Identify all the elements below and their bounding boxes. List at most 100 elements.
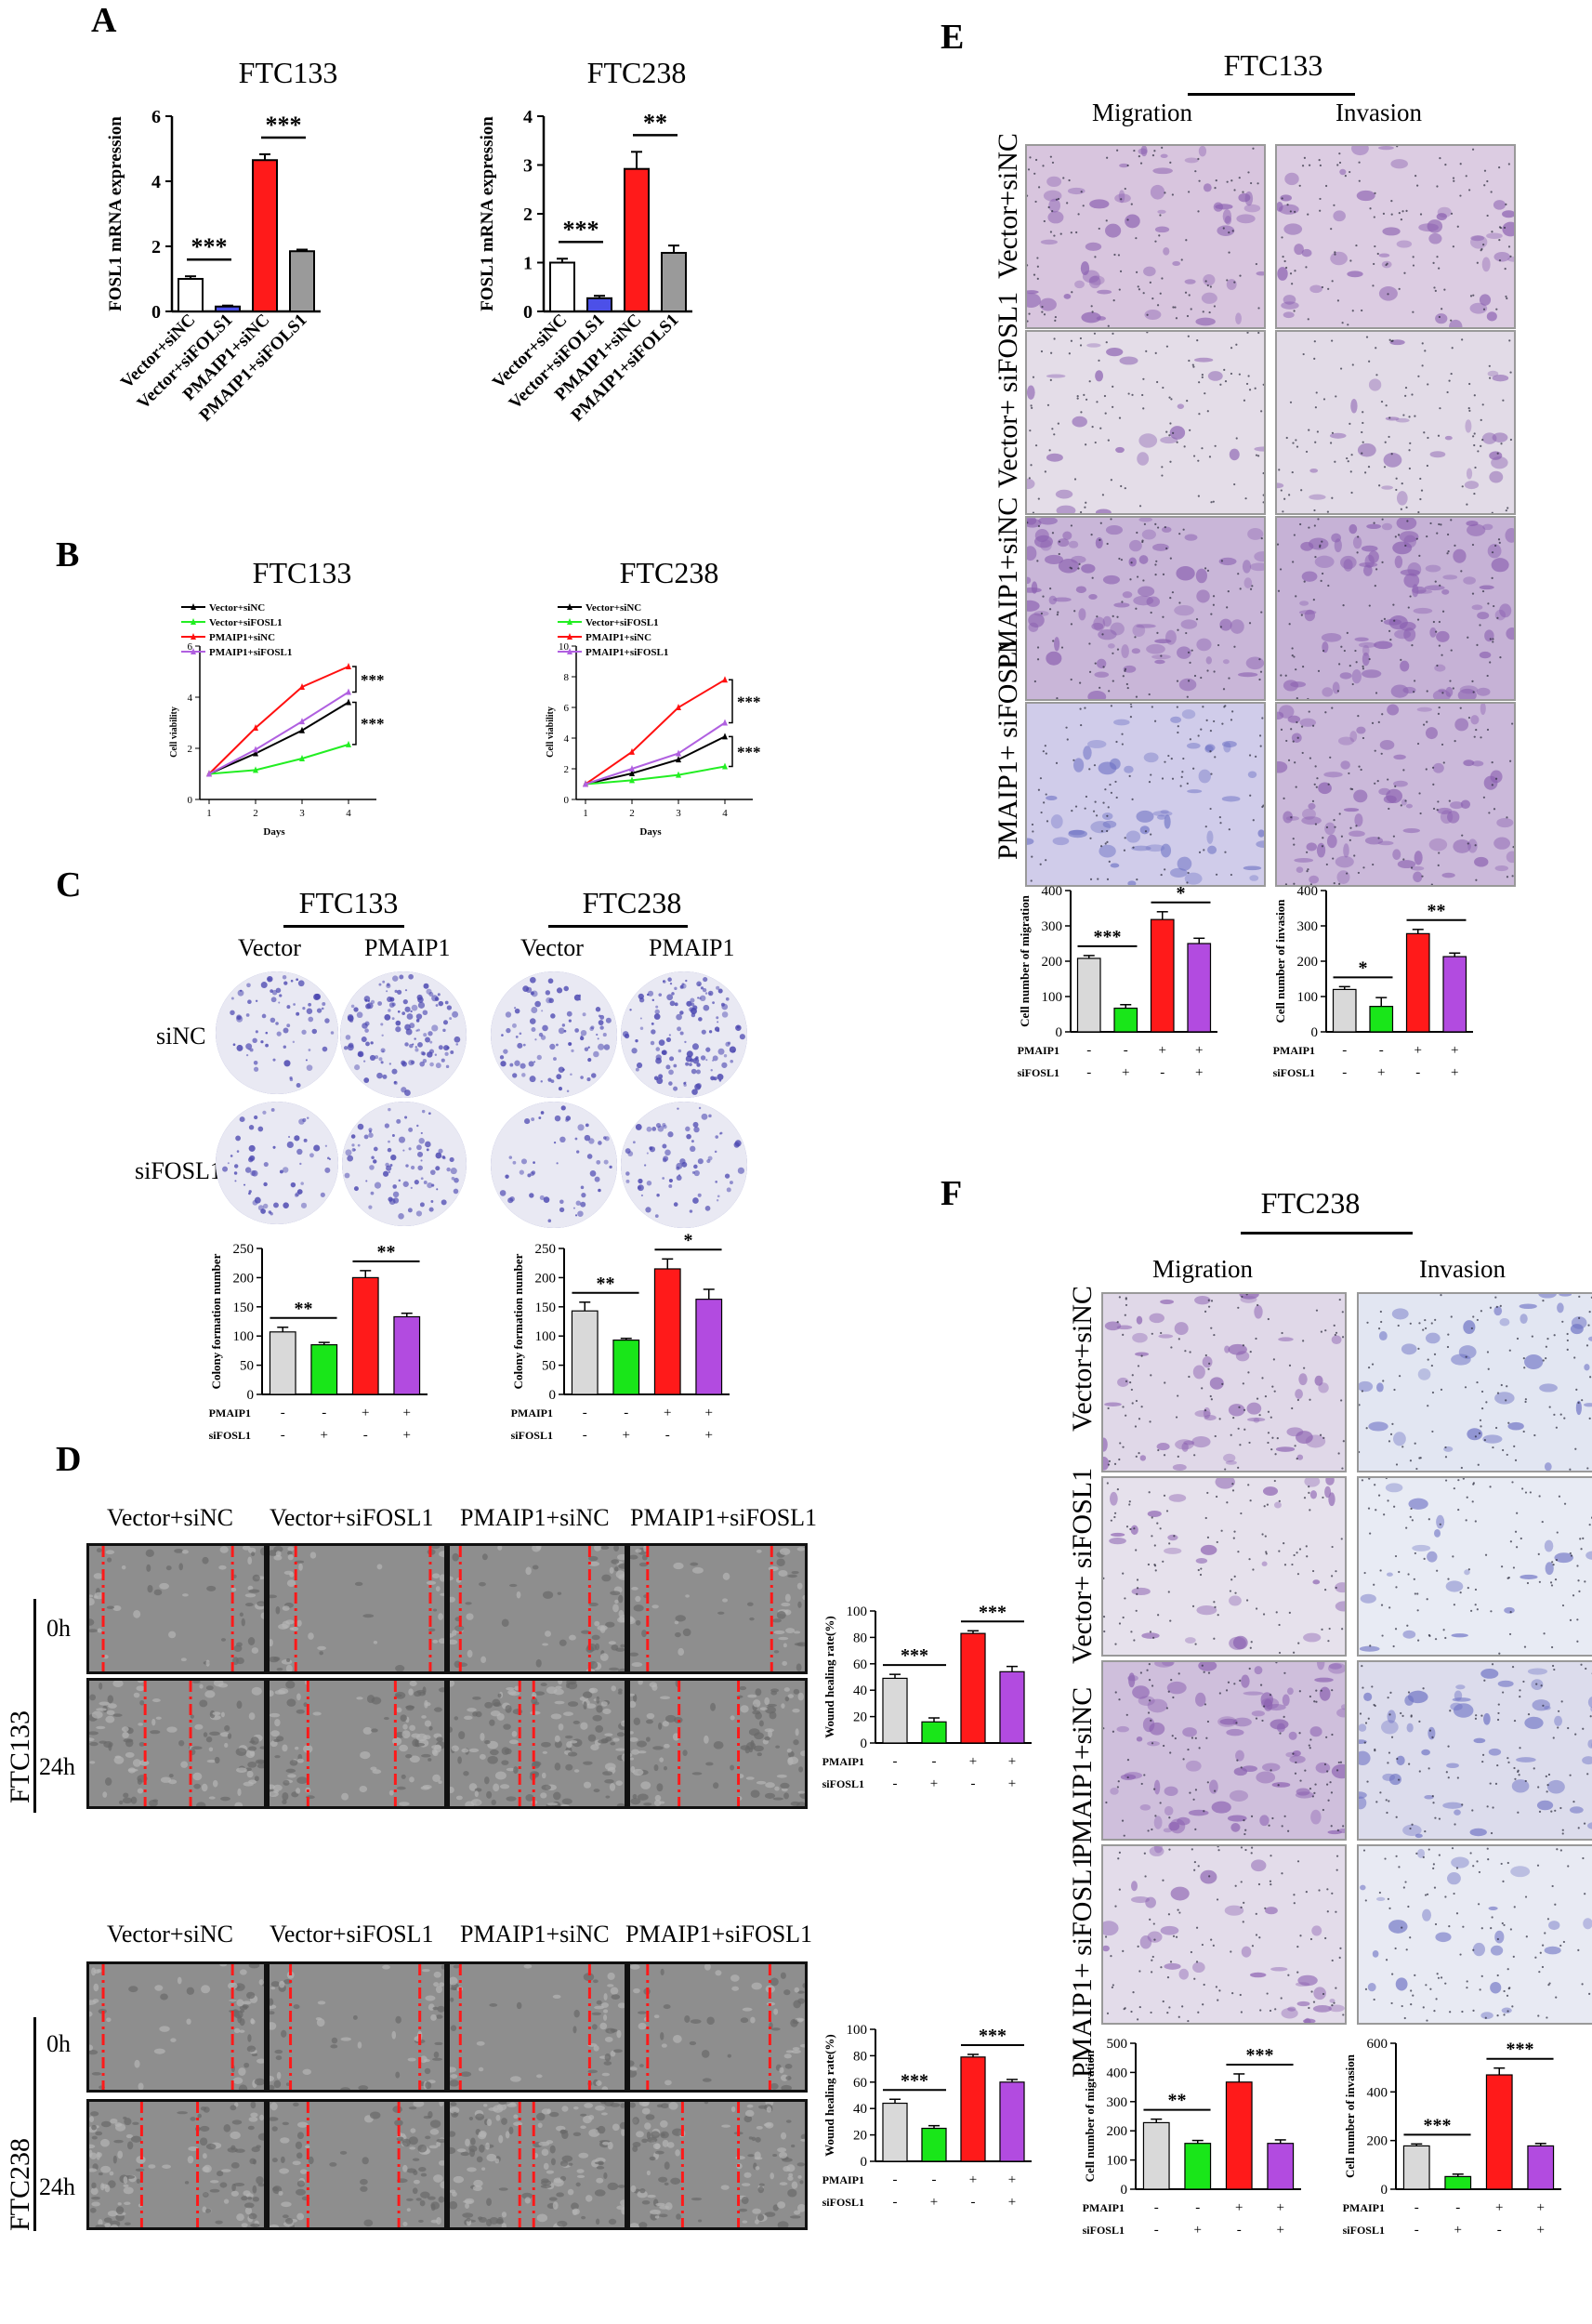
- cell: [787, 1756, 799, 1764]
- cell: [450, 1633, 454, 1638]
- cell: [777, 2221, 789, 2227]
- pore: [1374, 749, 1376, 752]
- cell: [702, 2078, 712, 2082]
- cell: [632, 2117, 639, 2125]
- colony: [369, 1054, 376, 1062]
- cell: [501, 1618, 509, 1628]
- pore: [1169, 557, 1172, 560]
- pore: [1192, 455, 1196, 457]
- cell: [89, 1594, 94, 1598]
- pore: [1070, 524, 1072, 527]
- pore: [1186, 314, 1190, 318]
- cell: [259, 1746, 264, 1750]
- cell: [1211, 1801, 1231, 1814]
- bar: [624, 167, 650, 312]
- pore: [1148, 1663, 1151, 1666]
- pore: [1285, 739, 1288, 743]
- series-point: [629, 747, 635, 755]
- cell: [339, 2150, 348, 2155]
- pore: [1330, 1825, 1333, 1828]
- cell: [1027, 518, 1037, 525]
- pore: [1135, 695, 1138, 698]
- cell: [1405, 803, 1414, 809]
- colony: [438, 1000, 444, 1007]
- panel-letter-b: B: [56, 535, 80, 574]
- cell: [796, 2162, 805, 2167]
- cell: [756, 1780, 767, 1785]
- significance-label: **: [643, 109, 667, 136]
- colony: [414, 1180, 419, 1185]
- transwell-image: [1101, 1292, 1347, 1472]
- cell: [1247, 528, 1264, 540]
- pore: [1184, 1350, 1187, 1353]
- cell: [146, 1564, 151, 1572]
- cell: [360, 2178, 368, 2185]
- significance-bracket: [352, 701, 357, 746]
- cell: [630, 1753, 633, 1757]
- cell: [357, 2041, 362, 2049]
- cell: [1089, 199, 1110, 209]
- cell: [1169, 1818, 1186, 1834]
- pore: [1105, 219, 1108, 222]
- pore: [1309, 1788, 1312, 1790]
- panel-d-line-ftc238: [33, 2017, 36, 2231]
- pore: [1388, 1440, 1391, 1443]
- colony: [685, 1062, 690, 1066]
- cell: [1109, 758, 1121, 770]
- cell: [1138, 555, 1149, 564]
- cell: [223, 2124, 231, 2133]
- pore: [1204, 392, 1206, 395]
- pore: [1271, 1816, 1274, 1820]
- cell: [717, 1611, 725, 1615]
- colony: [294, 1135, 300, 1142]
- pore: [1543, 1632, 1546, 1635]
- pore: [1416, 618, 1420, 621]
- colony: [441, 1155, 445, 1159]
- cell: [759, 1707, 768, 1711]
- cell: [1106, 347, 1124, 357]
- cell: [572, 1720, 580, 1724]
- colony: [236, 1014, 243, 1021]
- cell: [236, 1999, 244, 2007]
- cell: [257, 2133, 264, 2141]
- cell: [596, 1705, 603, 1713]
- cell: [674, 1631, 681, 1638]
- pore: [1138, 1418, 1141, 1420]
- colony: [700, 1055, 706, 1061]
- cell: [616, 2205, 625, 2211]
- cell: [787, 2188, 797, 2198]
- cell: [105, 1715, 115, 1723]
- transwell-image: [1275, 144, 1516, 329]
- colony: [296, 978, 299, 982]
- colony: [534, 1038, 537, 1041]
- pore: [1157, 1614, 1160, 1617]
- colony: [519, 1169, 524, 1175]
- pore: [1214, 1434, 1217, 1438]
- cell: [312, 1711, 322, 1716]
- colony: [708, 1114, 712, 1118]
- colony: [638, 1185, 641, 1190]
- pore: [1436, 532, 1439, 535]
- pore: [1180, 775, 1183, 778]
- cell: [396, 1786, 406, 1790]
- pore: [1426, 464, 1428, 468]
- cell: [730, 1764, 735, 1771]
- colony: [679, 1031, 684, 1036]
- pore: [1206, 1781, 1209, 1784]
- pore: [1507, 245, 1511, 248]
- pore: [1438, 706, 1441, 709]
- cell: [750, 1789, 760, 1798]
- cell: [610, 1987, 619, 1995]
- pmaip1-row-label: PMAIP1: [1018, 1044, 1059, 1057]
- cell: [1262, 1486, 1279, 1496]
- pore: [1377, 1494, 1381, 1497]
- cell: [793, 1688, 800, 1695]
- pore: [1330, 1791, 1334, 1794]
- pmaip1-sign: +: [705, 1406, 713, 1420]
- pore: [1258, 678, 1261, 681]
- panel-d-cond-7: PMAIP1+siNC: [460, 1921, 610, 1948]
- pore: [1333, 204, 1335, 206]
- cell: [567, 1751, 578, 1757]
- cell: [174, 1549, 184, 1553]
- cell: [1427, 219, 1443, 233]
